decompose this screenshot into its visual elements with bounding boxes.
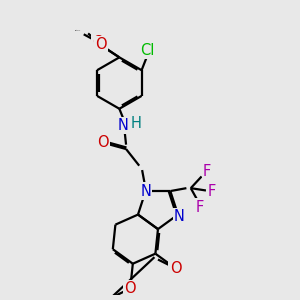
Text: O: O	[95, 37, 107, 52]
Text: O: O	[92, 35, 104, 50]
Text: O: O	[170, 261, 181, 276]
Text: F: F	[203, 164, 211, 179]
Text: F: F	[195, 200, 204, 214]
Text: N: N	[174, 209, 185, 224]
Text: N: N	[140, 184, 151, 199]
Text: N: N	[118, 118, 129, 133]
Text: Cl: Cl	[140, 43, 154, 58]
Text: F: F	[208, 184, 216, 199]
Text: methoxy: methoxy	[75, 29, 81, 31]
Text: O: O	[124, 281, 136, 296]
Text: O: O	[97, 135, 109, 150]
Text: H: H	[131, 116, 142, 131]
